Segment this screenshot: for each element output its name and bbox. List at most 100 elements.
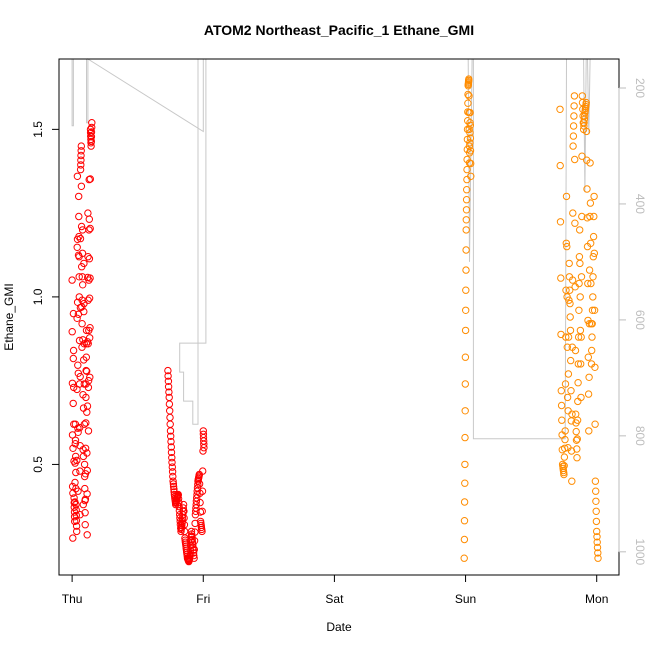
data-point bbox=[88, 123, 96, 132]
data-point bbox=[168, 463, 177, 471]
data-point bbox=[563, 343, 571, 351]
data-point bbox=[164, 366, 172, 375]
data-point bbox=[84, 427, 93, 435]
data-point bbox=[74, 361, 82, 369]
y2-tick-label: 800 bbox=[633, 426, 647, 446]
data-point bbox=[77, 156, 85, 164]
data-point bbox=[557, 387, 565, 395]
data-point bbox=[76, 372, 84, 381]
data-point bbox=[72, 500, 80, 509]
data-point bbox=[87, 133, 96, 141]
data-point bbox=[561, 427, 569, 435]
x-tick-label: Mon bbox=[585, 592, 608, 606]
data-point bbox=[562, 239, 570, 248]
data-point bbox=[585, 266, 594, 274]
data-point bbox=[575, 279, 583, 288]
data-point bbox=[191, 528, 199, 536]
data-point bbox=[576, 293, 584, 301]
data-point bbox=[72, 468, 80, 477]
data-point bbox=[187, 527, 196, 536]
chart-title: ATOM2 Northeast_Pacific_1 Ethane_GMI bbox=[204, 22, 474, 38]
data-point bbox=[167, 437, 175, 446]
data-point bbox=[569, 142, 577, 150]
data-point bbox=[462, 196, 471, 204]
pressure-line-layer bbox=[71, 58, 597, 440]
data-point bbox=[465, 92, 473, 100]
data-point bbox=[584, 353, 592, 361]
data-point bbox=[586, 159, 594, 167]
data-point bbox=[463, 165, 471, 174]
data-point bbox=[461, 326, 470, 335]
data-point bbox=[570, 112, 578, 120]
data-point bbox=[462, 246, 470, 254]
data-point bbox=[174, 490, 183, 499]
data-point bbox=[79, 281, 87, 289]
data-point bbox=[78, 249, 87, 258]
data-point bbox=[70, 494, 78, 502]
data-point bbox=[167, 432, 175, 440]
data-point bbox=[72, 517, 81, 525]
data-point bbox=[585, 427, 593, 435]
data-point bbox=[566, 286, 574, 294]
data-point bbox=[84, 209, 92, 217]
y-tick-label: 1.5 bbox=[31, 121, 45, 138]
y-axis: 0.5 1.0 1.5 bbox=[31, 121, 60, 473]
data-point bbox=[593, 543, 602, 552]
data-point bbox=[83, 490, 91, 498]
y2-tick-label: 1000 bbox=[633, 538, 647, 565]
data-point bbox=[74, 487, 82, 495]
data-point bbox=[466, 108, 474, 117]
data-point bbox=[590, 306, 599, 314]
data-point bbox=[568, 410, 576, 418]
data-point bbox=[83, 449, 91, 457]
data-point bbox=[566, 299, 574, 308]
data-point bbox=[73, 456, 81, 465]
data-point bbox=[462, 216, 470, 224]
data-point bbox=[573, 416, 582, 424]
data-point bbox=[75, 232, 83, 241]
data-point bbox=[71, 440, 80, 448]
data-point bbox=[577, 333, 585, 341]
data-point bbox=[593, 527, 601, 536]
data-point bbox=[85, 294, 94, 302]
data-point bbox=[198, 527, 206, 536]
data-point bbox=[83, 402, 92, 410]
data-point bbox=[560, 453, 569, 461]
data-point bbox=[87, 137, 96, 146]
data-point bbox=[590, 212, 598, 221]
data-point bbox=[78, 320, 86, 328]
x-axis-label: Date bbox=[326, 620, 352, 634]
data-point bbox=[88, 119, 96, 127]
data-point bbox=[588, 320, 596, 328]
data-point bbox=[78, 273, 87, 281]
data-point bbox=[76, 165, 85, 174]
data-point bbox=[165, 388, 173, 396]
data-point bbox=[566, 326, 575, 335]
data-point bbox=[72, 506, 80, 514]
data-point bbox=[87, 142, 95, 150]
data-point bbox=[561, 435, 569, 444]
data-point bbox=[73, 527, 81, 536]
data-point bbox=[589, 273, 597, 281]
data-point bbox=[564, 370, 573, 378]
data-point bbox=[594, 549, 602, 557]
data-point bbox=[164, 372, 172, 380]
data-point bbox=[592, 487, 600, 495]
x-tick-label: Fri bbox=[196, 592, 210, 606]
data-point bbox=[580, 112, 589, 120]
data-point bbox=[77, 222, 86, 231]
data-point bbox=[75, 273, 83, 281]
data-point bbox=[568, 477, 576, 485]
data-point bbox=[188, 538, 197, 546]
data-point bbox=[591, 477, 600, 485]
data-point bbox=[588, 333, 596, 341]
data-point bbox=[461, 460, 469, 469]
data-point bbox=[462, 286, 470, 294]
data-point bbox=[77, 147, 85, 155]
data-point bbox=[77, 161, 85, 169]
data-point bbox=[573, 454, 581, 462]
data-point bbox=[590, 192, 598, 201]
data-point bbox=[560, 462, 568, 470]
data-point bbox=[167, 448, 176, 457]
data-point bbox=[76, 234, 85, 243]
